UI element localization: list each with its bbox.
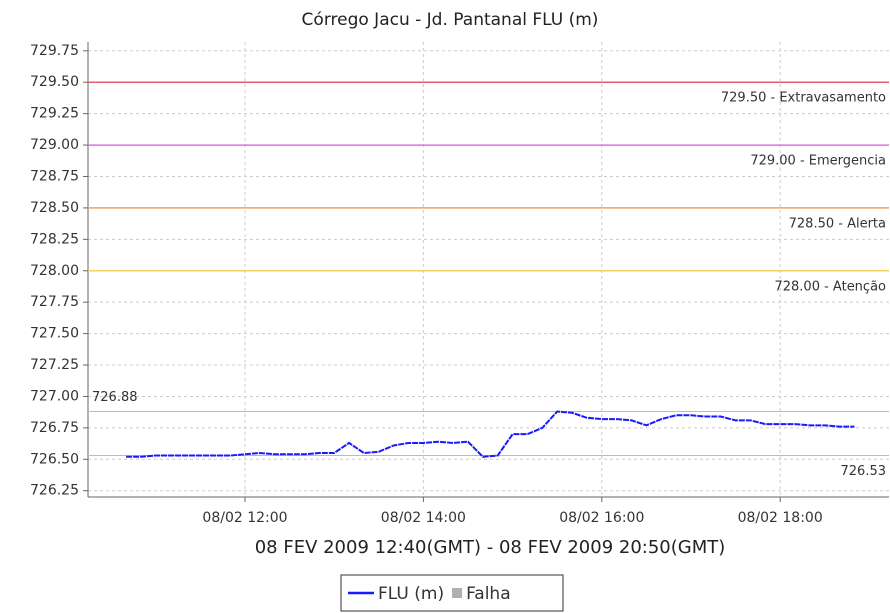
- y-tick-label: 726.75: [30, 420, 79, 436]
- y-tick-label: 727.50: [30, 326, 79, 342]
- y-tick-label: 729.75: [30, 43, 79, 59]
- y-tick-label: 728.25: [30, 231, 79, 247]
- x-tick-label: 08/02 18:00: [738, 510, 823, 526]
- threshold-label: 728.00 - Atenção: [774, 279, 886, 294]
- x-axis-label: 08 FEV 2009 12:40(GMT) - 08 FEV 2009 20:…: [255, 537, 726, 558]
- legend-label: Falha: [466, 584, 511, 604]
- legend-swatch: [452, 588, 463, 598]
- data-line: [126, 410, 855, 458]
- y-tick-label: 729.25: [30, 106, 79, 122]
- threshold-label: 728.50 - Alerta: [789, 216, 886, 231]
- y-tick-label: 728.75: [30, 168, 79, 184]
- y-tick-label: 726.50: [30, 451, 79, 467]
- x-tick-label: 08/02 12:00: [202, 510, 287, 526]
- chart-title: Córrego Jacu - Jd. Pantanal FLU (m): [302, 10, 599, 30]
- legend-label: FLU (m): [378, 584, 444, 604]
- threshold-label: 729.00 - Emergencia: [750, 154, 886, 169]
- y-tick-label: 729.00: [30, 137, 79, 153]
- threshold-label: 729.50 - Extravasamento: [721, 91, 886, 106]
- y-tick-label: 728.00: [30, 263, 79, 279]
- x-tick-label: 08/02 14:00: [381, 510, 466, 526]
- y-tick-label: 726.25: [30, 483, 79, 499]
- min-label: 726.53: [841, 464, 887, 479]
- y-tick-label: 727.25: [30, 357, 79, 373]
- x-tick-label: 08/02 16:00: [559, 510, 644, 526]
- legend-box: [340, 574, 564, 612]
- y-tick-label: 729.50: [30, 74, 79, 90]
- y-tick-label: 727.75: [30, 294, 79, 310]
- y-tick-label: 727.00: [30, 388, 79, 404]
- y-tick-label: 728.50: [30, 200, 79, 216]
- max-label: 726.88: [92, 390, 138, 405]
